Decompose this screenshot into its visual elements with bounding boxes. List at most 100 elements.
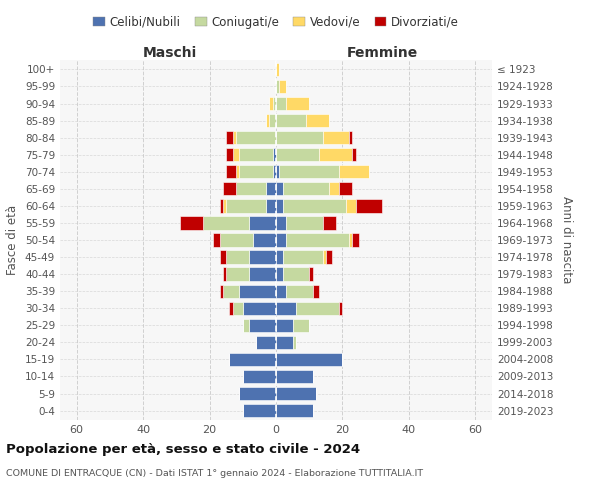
Bar (233, 148, 239, 162)
Bar (276, 234, 286, 246)
Bar (276, 97, 286, 110)
Bar (226, 268, 250, 281)
Bar (229, 353, 276, 366)
Bar (329, 182, 339, 196)
Bar (243, 404, 276, 417)
Bar (250, 216, 276, 230)
Bar (276, 250, 283, 264)
Bar (349, 234, 352, 246)
Bar (276, 165, 280, 178)
Bar (253, 234, 276, 246)
Bar (223, 199, 226, 212)
Bar (236, 182, 266, 196)
Bar (339, 165, 369, 178)
Bar (276, 131, 323, 144)
Bar (286, 284, 313, 298)
Bar (223, 182, 236, 196)
Bar (233, 131, 236, 144)
Bar (236, 165, 239, 178)
Bar (276, 284, 286, 298)
Text: COMUNE DI ENTRACQUE (CN) - Dati ISTAT 1° gennaio 2024 - Elaborazione TUTTITALIA.: COMUNE DI ENTRACQUE (CN) - Dati ISTAT 1°… (6, 469, 423, 478)
Bar (326, 250, 332, 264)
Bar (356, 199, 382, 212)
Bar (286, 234, 349, 246)
Bar (226, 131, 233, 144)
Bar (276, 268, 283, 281)
Bar (283, 182, 329, 196)
Bar (276, 148, 319, 162)
Bar (239, 284, 276, 298)
Bar (226, 250, 250, 264)
Bar (352, 148, 356, 162)
Bar (346, 199, 356, 212)
Bar (220, 250, 226, 264)
Bar (266, 114, 269, 127)
Bar (313, 284, 319, 298)
Bar (276, 353, 343, 366)
Bar (239, 148, 272, 162)
Bar (323, 250, 326, 264)
Bar (220, 199, 223, 212)
Y-axis label: Anni di nascita: Anni di nascita (560, 196, 573, 284)
Bar (229, 302, 233, 315)
Bar (256, 336, 276, 349)
Bar (276, 302, 296, 315)
Bar (293, 318, 309, 332)
Bar (223, 268, 226, 281)
Bar (323, 216, 336, 230)
Bar (269, 97, 272, 110)
Bar (276, 336, 293, 349)
Bar (223, 284, 239, 298)
Bar (226, 199, 266, 212)
Bar (280, 165, 339, 178)
Bar (339, 182, 352, 196)
Bar (283, 268, 309, 281)
Bar (272, 165, 276, 178)
Bar (296, 302, 339, 315)
Bar (233, 302, 243, 315)
Bar (250, 250, 276, 264)
Bar (213, 234, 220, 246)
Bar (226, 165, 236, 178)
Bar (283, 250, 323, 264)
Bar (220, 234, 253, 246)
Bar (309, 268, 313, 281)
Bar (243, 302, 276, 315)
Bar (283, 199, 346, 212)
Bar (276, 182, 283, 196)
Bar (272, 148, 276, 162)
Text: Maschi: Maschi (143, 46, 197, 60)
Bar (306, 114, 329, 127)
Bar (280, 80, 286, 93)
Bar (269, 114, 276, 127)
Bar (239, 387, 276, 400)
Bar (293, 336, 296, 349)
Bar (203, 216, 250, 230)
Bar (266, 182, 276, 196)
Bar (276, 114, 306, 127)
Text: Femmine: Femmine (347, 46, 418, 60)
Bar (352, 234, 359, 246)
Bar (272, 97, 276, 110)
Bar (349, 131, 352, 144)
Legend: Celibi/Nubili, Coniugati/e, Vedovi/e, Divorziati/e: Celibi/Nubili, Coniugati/e, Vedovi/e, Di… (88, 11, 464, 34)
Bar (323, 131, 349, 144)
Bar (220, 284, 223, 298)
Bar (286, 216, 323, 230)
Bar (179, 216, 203, 230)
Bar (239, 165, 272, 178)
Bar (276, 370, 313, 383)
Bar (276, 199, 283, 212)
Bar (319, 148, 352, 162)
Bar (276, 80, 280, 93)
Bar (276, 62, 280, 76)
Bar (286, 97, 309, 110)
Bar (236, 131, 276, 144)
Bar (266, 199, 276, 212)
Bar (339, 302, 343, 315)
Bar (243, 318, 250, 332)
Bar (243, 370, 276, 383)
Bar (276, 318, 293, 332)
Y-axis label: Fasce di età: Fasce di età (7, 205, 19, 275)
Bar (276, 404, 313, 417)
